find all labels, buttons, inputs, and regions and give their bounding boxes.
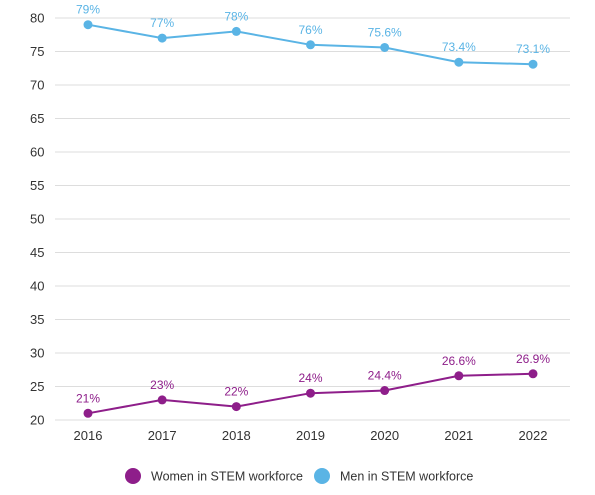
y-tick-label: 45 — [30, 245, 44, 260]
legend[interactable]: Women in STEM workforce Men in STEM workf… — [125, 468, 473, 484]
x-tick-label: 2020 — [370, 428, 399, 443]
data-point[interactable] — [380, 386, 390, 396]
data-point[interactable] — [231, 26, 241, 36]
legend-marker — [125, 468, 141, 484]
y-tick-label: 60 — [30, 145, 44, 160]
x-tick-label: 2019 — [296, 428, 325, 443]
data-label: 23% — [150, 378, 174, 392]
data-point[interactable] — [528, 369, 538, 379]
y-tick-label: 75 — [30, 44, 44, 59]
data-label: 22% — [224, 385, 248, 399]
x-tick-label: 2017 — [148, 428, 177, 443]
y-tick-label: 50 — [30, 212, 44, 227]
data-point[interactable] — [83, 20, 93, 30]
data-point[interactable] — [306, 388, 315, 398]
x-tick-label: 2016 — [74, 428, 103, 443]
data-label: 75.6% — [368, 25, 402, 39]
y-tick-label: 25 — [30, 379, 44, 394]
series-women: 21% 23% 22% 24% 24.4% 26.6% 26.9% — [76, 352, 550, 418]
data-label: 26.6% — [442, 354, 476, 368]
y-tick-label: 35 — [30, 312, 44, 327]
y-tick-label: 70 — [30, 78, 44, 93]
data-label: 77% — [150, 16, 174, 30]
y-tick-label: 55 — [30, 178, 44, 193]
x-axis: 2016 2017 2018 2019 2020 2021 2022 — [74, 428, 548, 443]
data-point[interactable] — [157, 33, 167, 43]
data-point[interactable] — [454, 371, 464, 381]
data-label: 73.1% — [516, 42, 550, 56]
legend-label: Men in STEM workforce — [340, 470, 473, 484]
data-label: 21% — [76, 391, 100, 405]
data-point[interactable] — [231, 402, 241, 412]
legend-item-men[interactable]: Men in STEM workforce — [314, 468, 473, 484]
y-tick-label: 40 — [30, 279, 44, 294]
data-point[interactable] — [528, 59, 538, 69]
data-label: 76% — [298, 23, 322, 37]
data-label: 24% — [298, 371, 322, 385]
y-tick-label: 80 — [30, 11, 44, 26]
series-layer: 21%23% 22%24% 24.4%26.6% 26.9%79%77% 78%76% 7… — [76, 3, 550, 418]
y-tick-label: 65 — [30, 111, 44, 126]
legend-label: Women in STEM workforce — [151, 470, 303, 484]
x-tick-label: 2022 — [519, 428, 548, 443]
y-tick-label: 20 — [30, 413, 44, 428]
data-label: 79% — [76, 3, 100, 17]
data-point[interactable] — [454, 57, 464, 67]
data-label: 24.4% — [368, 369, 402, 383]
data-label: 78% — [224, 9, 248, 23]
data-point[interactable] — [380, 42, 390, 52]
data-point[interactable] — [157, 395, 167, 405]
grid-layer — [55, 17, 570, 421]
y-axis: 20 25 30 35 40 45 50 55 60 65 70 75 80 — [30, 11, 44, 428]
legend-item-women[interactable]: Women in STEM workforce — [125, 468, 303, 484]
series-men: 79% 77% 78% 76% 75.6% 73.4% 73.1% — [76, 3, 550, 69]
data-label: 73.4% — [442, 40, 476, 54]
data-point[interactable] — [83, 408, 93, 418]
x-tick-label: 2021 — [444, 428, 473, 443]
data-label: 26.9% — [516, 352, 550, 366]
x-tick-label: 2018 — [222, 428, 251, 443]
legend-marker — [314, 468, 330, 484]
data-point[interactable] — [306, 40, 315, 50]
y-tick-label: 30 — [30, 346, 44, 361]
